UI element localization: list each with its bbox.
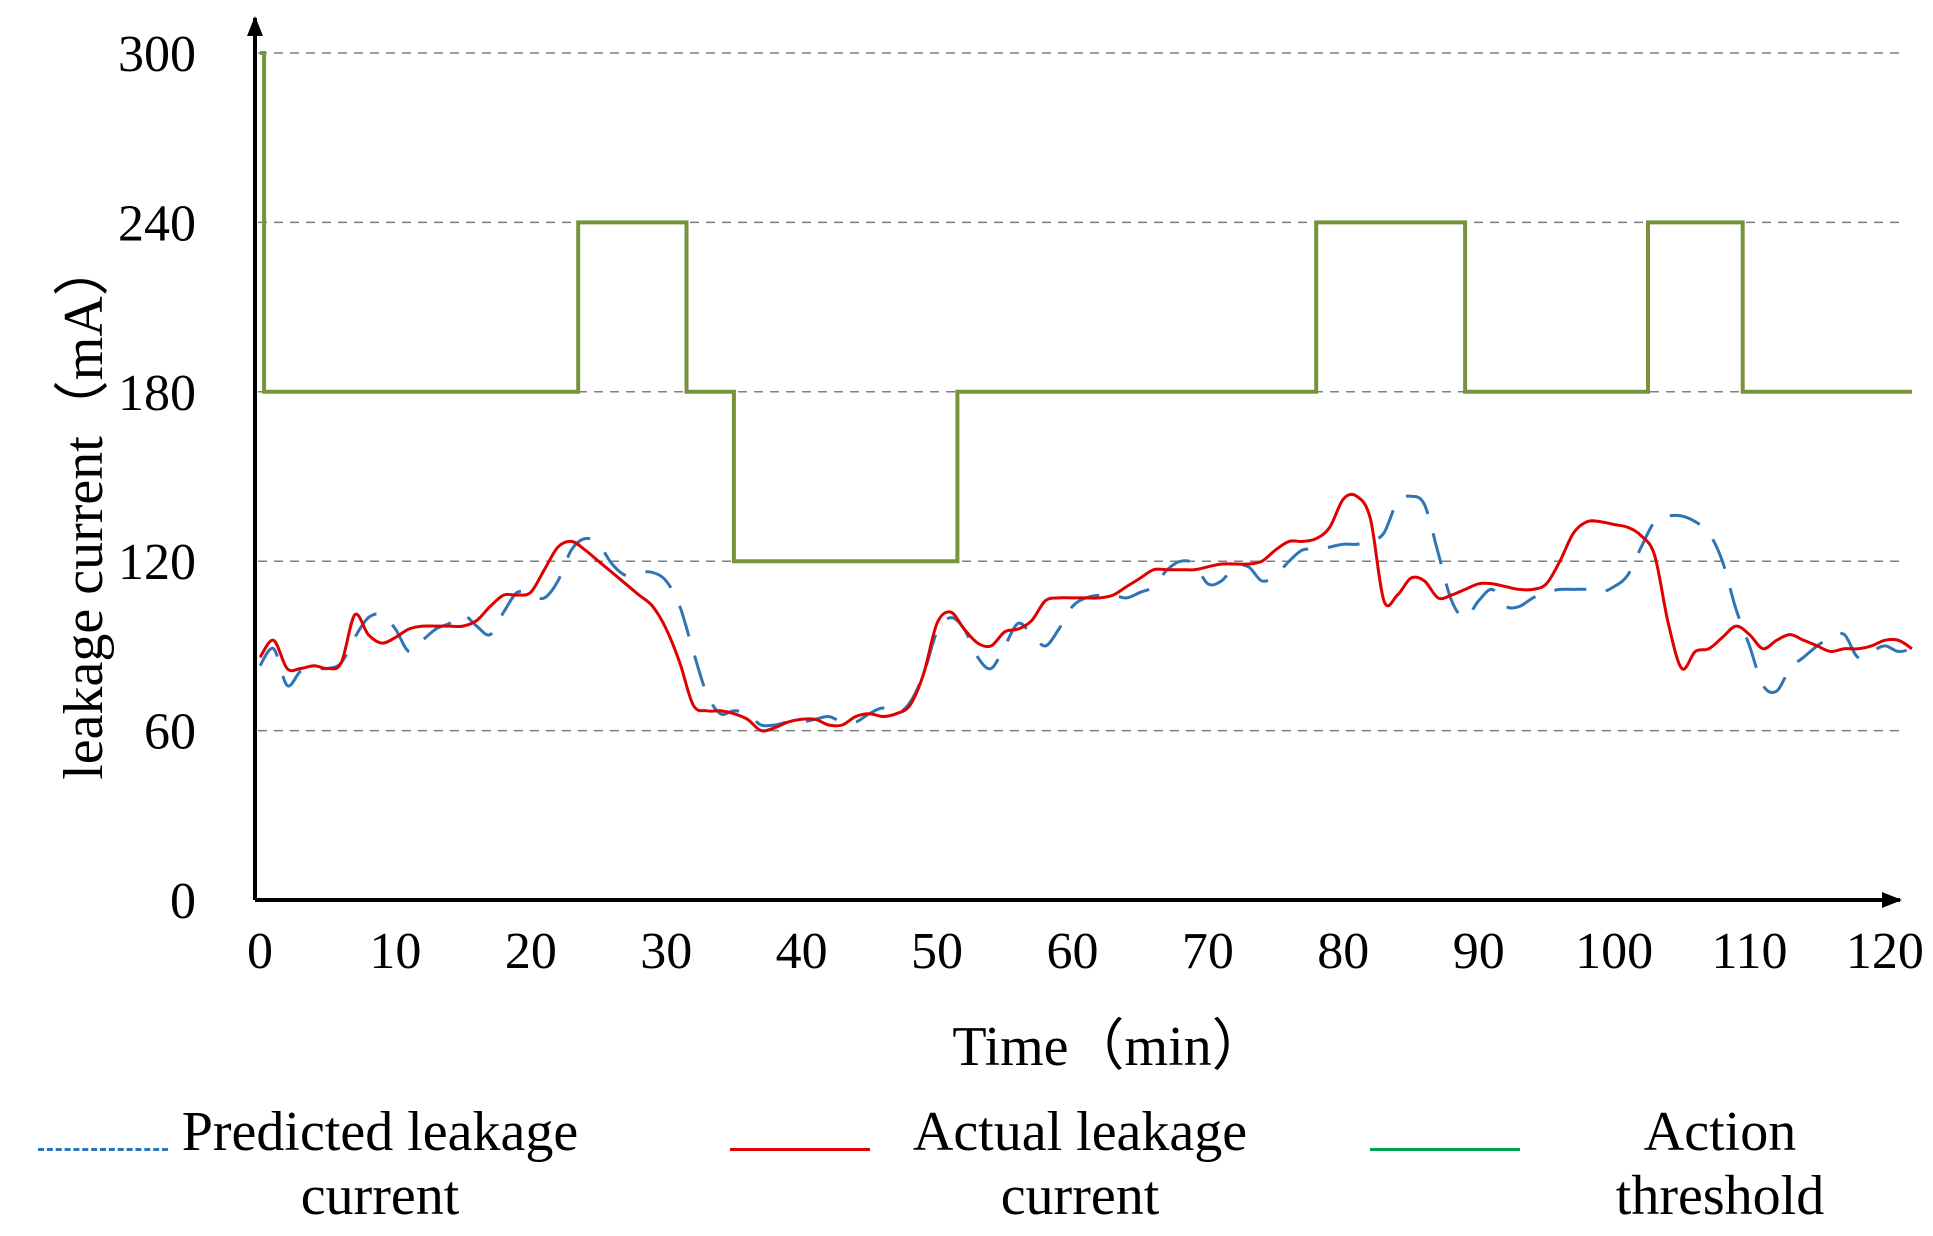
x-tick-label-100: 100 <box>1575 923 1653 980</box>
y-tick-labels: 0 60 120 180 240 300 <box>118 26 196 930</box>
axes <box>247 16 1902 908</box>
x-axis-title: Time（min） <box>952 1016 1267 1078</box>
legend-label-threshold: Action threshold <box>1615 1101 1825 1227</box>
legend-item-actual: Actual leakage current <box>730 1100 1350 1230</box>
y-tick-label-60: 60 <box>144 704 196 761</box>
x-tick-label-120: 120 <box>1846 923 1924 980</box>
legend: Predicted leakage current Actual leakage… <box>0 1100 1933 1230</box>
x-tick-labels: 0 10 20 30 40 50 60 70 80 90 100 110 120 <box>247 923 1924 980</box>
y-tick-label-120: 120 <box>118 534 196 591</box>
x-tick-label-40: 40 <box>776 923 828 980</box>
x-tick-label-0: 0 <box>247 923 273 980</box>
x-tick-label-70: 70 <box>1182 923 1234 980</box>
legend-swatch-threshold <box>1370 1148 1520 1151</box>
x-tick-label-10: 10 <box>369 923 421 980</box>
x-tick-label-90: 90 <box>1453 923 1505 980</box>
legend-swatch-predicted <box>38 1148 168 1151</box>
x-tick-label-60: 60 <box>1046 923 1098 980</box>
x-tick-label-20: 20 <box>505 923 557 980</box>
legend-label-actual: Actual leakage current <box>912 1101 1248 1227</box>
x-tick-label-110: 110 <box>1711 923 1787 980</box>
y-tick-label-180: 180 <box>118 365 196 422</box>
x-tick-label-80: 80 <box>1317 923 1369 980</box>
legend-label-predicted: Predicted leakage current <box>181 1101 579 1227</box>
x-tick-label-50: 50 <box>911 923 963 980</box>
x-tick-label-30: 30 <box>640 923 692 980</box>
y-tick-label-240: 240 <box>118 195 196 252</box>
series-line-actual-leakage-current <box>258 492 1913 733</box>
y-tick-label-300: 300 <box>118 26 196 83</box>
series-lines <box>258 51 1913 733</box>
legend-swatch-actual <box>730 1148 870 1151</box>
y-tick-label-0: 0 <box>170 873 196 930</box>
legend-item-threshold: Action threshold <box>1370 1100 1930 1230</box>
y-axis-title: leakage current（mA） <box>53 240 115 780</box>
legend-item-predicted: Predicted leakage current <box>30 1100 710 1230</box>
series-line-action-threshold <box>260 51 1912 564</box>
